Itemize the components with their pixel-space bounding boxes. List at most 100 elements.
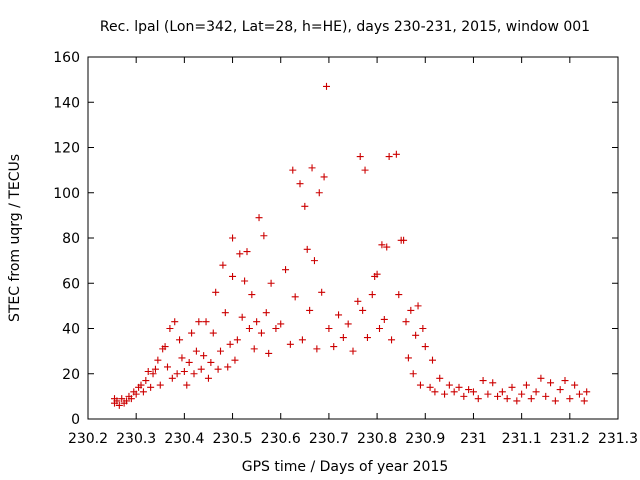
data-point <box>376 325 383 332</box>
data-point <box>267 279 275 287</box>
data-point <box>241 277 249 285</box>
y-tick-label: 160 <box>53 50 80 66</box>
data-point <box>527 395 535 403</box>
data-point <box>303 245 311 253</box>
data-point <box>243 248 251 256</box>
data-point <box>214 365 222 373</box>
data-point <box>209 329 217 337</box>
data-point <box>359 306 367 314</box>
data-point <box>388 336 396 344</box>
data-point <box>373 270 381 278</box>
data-point <box>465 386 473 394</box>
y-tick-label: 100 <box>53 186 80 202</box>
data-point <box>503 395 511 403</box>
data-point <box>149 370 157 378</box>
data-point <box>494 392 502 400</box>
data-point <box>429 356 436 364</box>
x-tick-label: 230.2 <box>68 431 108 447</box>
data-point <box>219 261 227 269</box>
data-point <box>356 153 364 161</box>
x-tick-label: 230.3 <box>116 431 156 447</box>
data-point <box>416 381 424 389</box>
data-point <box>474 395 482 403</box>
data-point <box>518 390 526 398</box>
data-point <box>164 363 171 371</box>
data-point <box>233 336 241 344</box>
data-point <box>489 379 497 387</box>
data-point <box>127 395 135 403</box>
data-point <box>217 347 224 355</box>
data-point <box>183 381 191 389</box>
data-point <box>154 356 162 364</box>
y-tick-label: 140 <box>53 95 80 111</box>
data-point <box>260 232 268 240</box>
data-point <box>207 358 215 366</box>
data-point <box>238 313 246 321</box>
data-point <box>204 374 212 382</box>
x-tick-label: 230.9 <box>405 431 445 447</box>
chart-title: Rec. lpal (Lon=342, Lat=28, h=HE), days … <box>100 19 590 35</box>
data-point <box>178 354 186 362</box>
data-point <box>171 318 179 326</box>
data-point <box>484 390 492 398</box>
data-point <box>383 243 391 251</box>
data-point <box>298 336 306 344</box>
data-point <box>151 365 159 373</box>
y-axis: 0 20 40 60 80 100 120 140 160 <box>53 50 618 428</box>
data-point <box>522 381 530 389</box>
data-point <box>257 329 265 337</box>
data-point <box>282 266 290 274</box>
data-point <box>580 397 588 405</box>
data-point <box>378 241 386 249</box>
data-point <box>421 343 429 351</box>
data-point <box>139 388 147 396</box>
data-point <box>414 302 422 310</box>
x-tick-label: 230.6 <box>261 431 301 447</box>
data-point <box>180 367 188 375</box>
data-point <box>392 150 400 158</box>
data-point <box>236 250 244 258</box>
data-point <box>320 173 328 181</box>
x-tick-label: 231.2 <box>550 431 590 447</box>
data-point <box>310 257 318 265</box>
data-point <box>436 374 444 382</box>
data-point <box>445 381 453 389</box>
data-point <box>325 325 333 332</box>
data-point <box>575 390 583 398</box>
data-point <box>306 306 314 314</box>
data-point <box>407 306 415 314</box>
y-tick-label: 80 <box>62 231 80 247</box>
data-point <box>498 388 506 396</box>
data-point <box>583 388 591 396</box>
y-tick-label: 60 <box>62 276 80 292</box>
data-point <box>460 392 468 400</box>
data-point <box>537 374 545 382</box>
data-point <box>286 340 294 348</box>
data-point <box>344 320 352 328</box>
data-point <box>137 381 145 389</box>
data-point <box>176 336 184 344</box>
data-point <box>221 309 229 317</box>
data-point <box>248 291 256 299</box>
data-point <box>250 345 258 353</box>
data-point <box>412 331 420 339</box>
data-point <box>202 318 210 326</box>
data-point <box>400 236 408 244</box>
data-point <box>513 397 521 405</box>
data-point <box>132 390 140 398</box>
data-point <box>426 383 434 391</box>
data-point <box>123 397 131 405</box>
y-tick-label: 120 <box>53 141 80 157</box>
x-tick-label: 230.8 <box>357 431 397 447</box>
data-point <box>192 347 200 355</box>
data-point <box>188 329 196 337</box>
data-point <box>335 311 343 319</box>
data-point <box>301 202 309 210</box>
data-point <box>363 334 371 342</box>
data-point <box>200 352 208 360</box>
y-tick-label: 0 <box>71 412 80 428</box>
data-point <box>161 343 169 351</box>
data-point <box>566 395 574 403</box>
data-point <box>289 166 297 174</box>
